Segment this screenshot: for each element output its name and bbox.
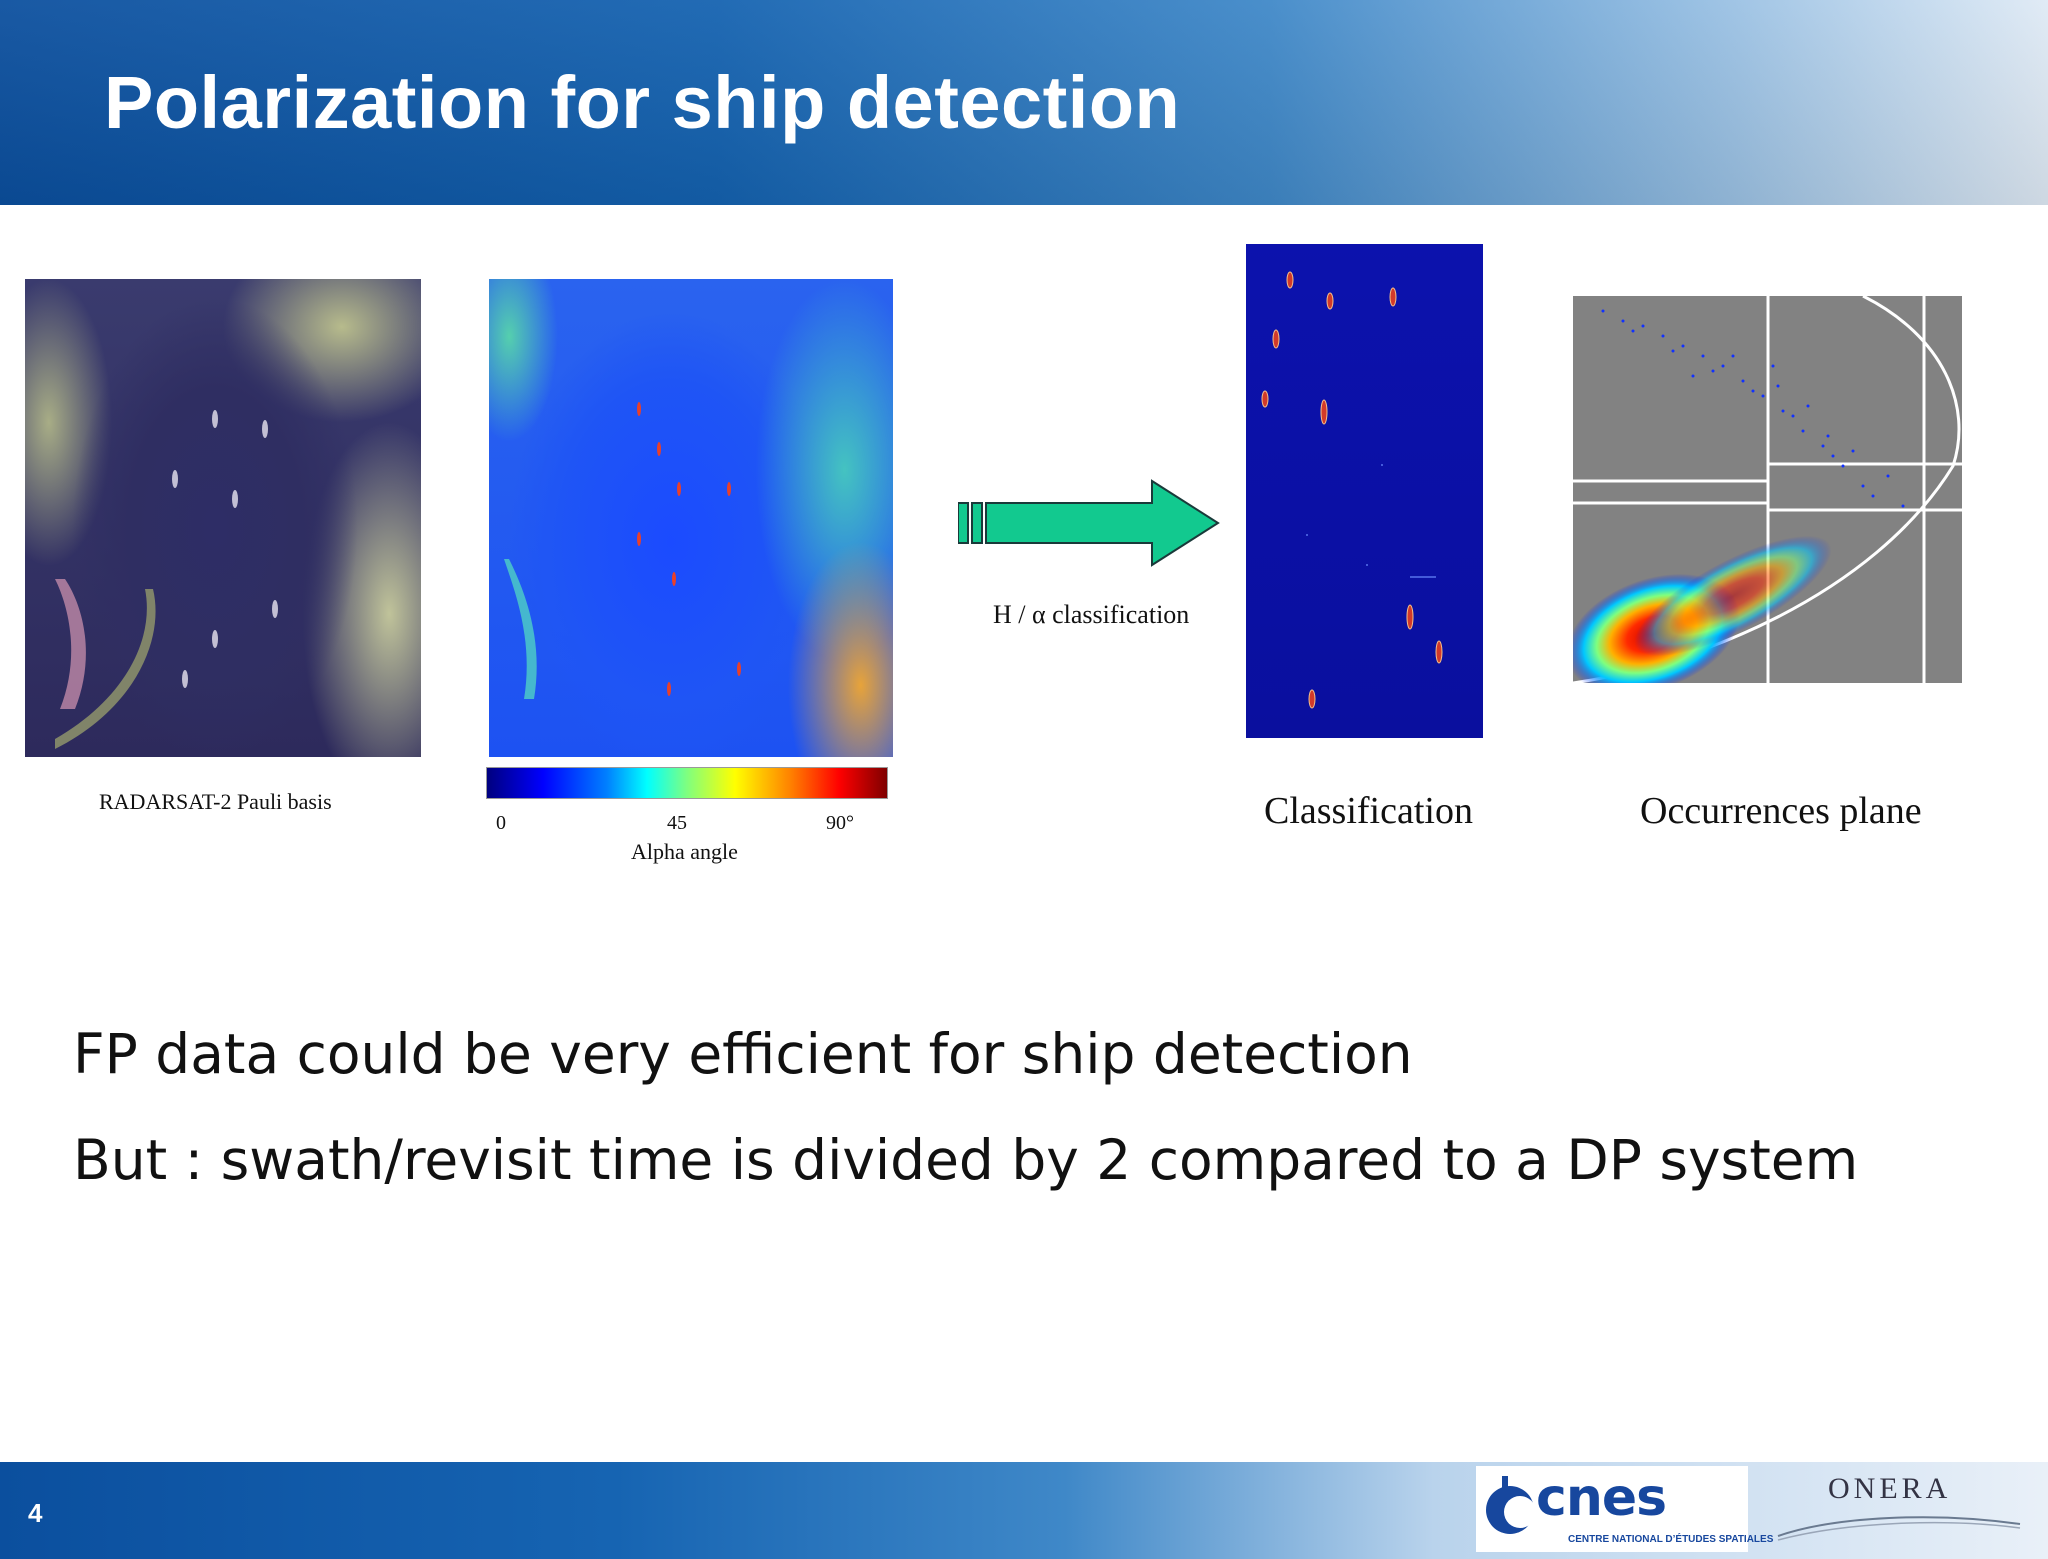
- onera-swoosh-icon: [1777, 1516, 2021, 1541]
- cnes-wordmark: cnes: [1536, 1468, 1667, 1528]
- occurrences-plane-plot: [1566, 294, 1962, 695]
- occurrences-caption: Occurrences plane: [1640, 790, 1922, 832]
- cnes-subtitle: CENTRE NATIONAL D’ÉTUDES SPATIALES: [1568, 1534, 1774, 1545]
- colorbar-tick-45: 45: [667, 812, 687, 834]
- cnes-mark-icon: [1486, 1476, 1536, 1534]
- classification-image: [1246, 244, 1483, 738]
- title-banner-shade: [0, 0, 2048, 205]
- arrow-label: H / α classification: [993, 600, 1190, 629]
- onera-logo: ONERA: [1776, 1466, 2022, 1552]
- colorbar-tick-0: 0: [496, 812, 506, 834]
- page-number: 4: [28, 1498, 43, 1528]
- alpha-colorbar: [486, 767, 888, 799]
- colorbar-tick-90: 90°: [826, 812, 854, 834]
- colorbar-label: Alpha angle: [631, 839, 738, 864]
- slide-title: Polarization for ship detection: [104, 61, 1181, 144]
- onera-wordmark: ONERA: [1828, 1472, 1952, 1505]
- pauli-caption: RADARSAT-2 Pauli basis: [99, 789, 332, 814]
- classification-caption: Classification: [1264, 790, 1473, 832]
- alpha-angle-image: [489, 279, 893, 757]
- arrow-right-icon: [957, 478, 1220, 568]
- title-banner: [0, 0, 2048, 205]
- pauli-basis-image: [25, 279, 421, 757]
- cnes-logo: cnes CENTRE NATIONAL D’ÉTUDES SPATIALES: [1476, 1466, 1773, 1552]
- bullet-2: But : swath/revisit time is divided by 2…: [73, 1128, 1859, 1192]
- bullet-1: FP data could be very efficient for ship…: [73, 1022, 1413, 1086]
